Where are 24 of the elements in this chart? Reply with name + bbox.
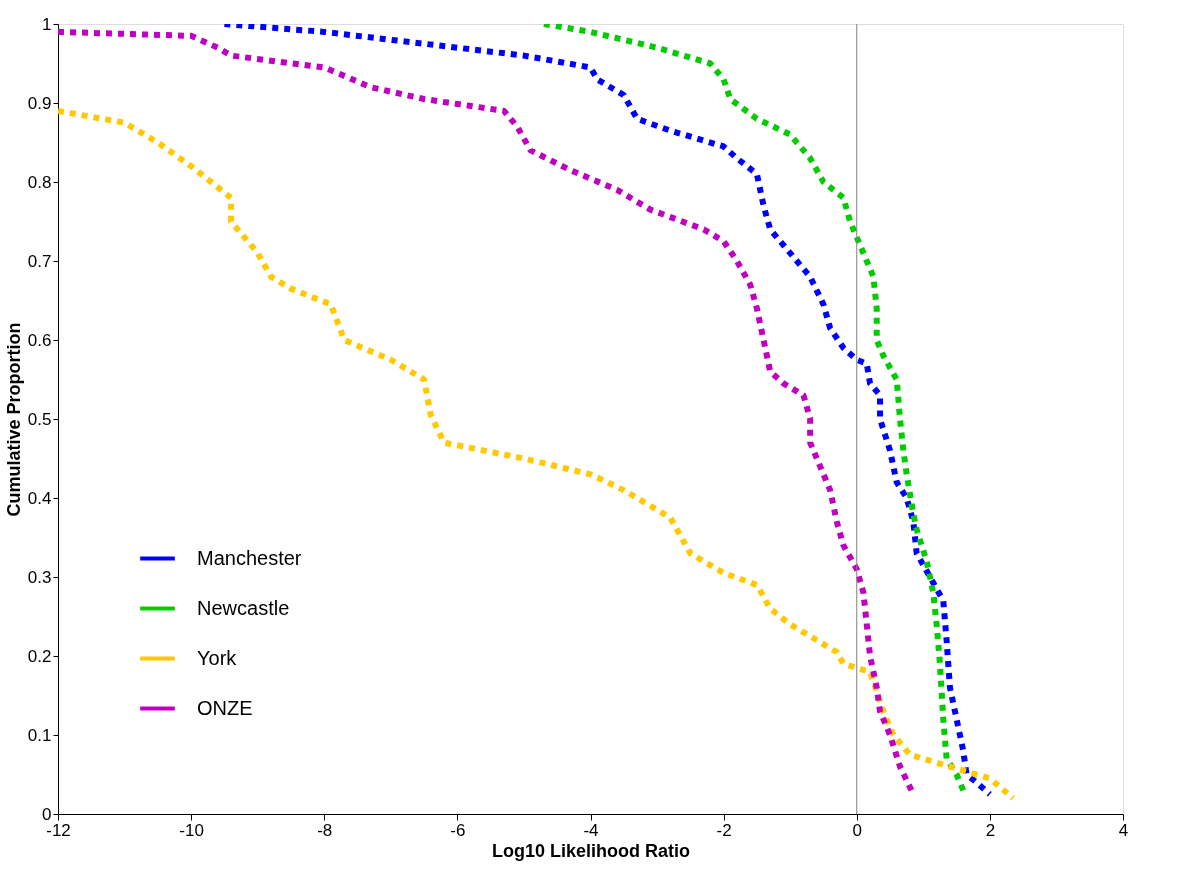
y-tick-label: 0.9 bbox=[27, 93, 52, 113]
y-tick-label: 0.4 bbox=[27, 488, 52, 508]
y-tick-label: 0.8 bbox=[27, 172, 52, 192]
legend-label: ONZE bbox=[197, 696, 253, 719]
x-tick-label: -10 bbox=[179, 820, 204, 840]
y-tick-label: 0.5 bbox=[27, 409, 52, 429]
x-tick-label: -8 bbox=[317, 820, 333, 840]
y-tick-label: 1 bbox=[42, 14, 52, 34]
legend-label: York bbox=[197, 646, 238, 669]
legend-label: Manchester bbox=[197, 546, 302, 569]
y-tick-label: 0.7 bbox=[27, 251, 52, 271]
y-tick-label: 0.3 bbox=[27, 567, 52, 587]
x-tick-label: 0 bbox=[852, 820, 862, 840]
y-tick-label: 0.1 bbox=[27, 725, 52, 745]
y-axis-title: Cumulative Proportion bbox=[3, 322, 24, 517]
x-tick-label: -6 bbox=[450, 820, 466, 840]
y-tick-label: 0.2 bbox=[27, 646, 52, 666]
x-tick-label: 2 bbox=[985, 820, 996, 840]
x-tick-label: -2 bbox=[716, 820, 732, 840]
x-axis-title: Log10 Likelihood Ratio bbox=[491, 840, 691, 861]
legend-label: Newcastle bbox=[197, 596, 290, 619]
x-tick-label: 4 bbox=[1118, 820, 1129, 840]
x-tick-label: -4 bbox=[583, 820, 599, 840]
y-tick-label: 0.6 bbox=[27, 330, 52, 350]
